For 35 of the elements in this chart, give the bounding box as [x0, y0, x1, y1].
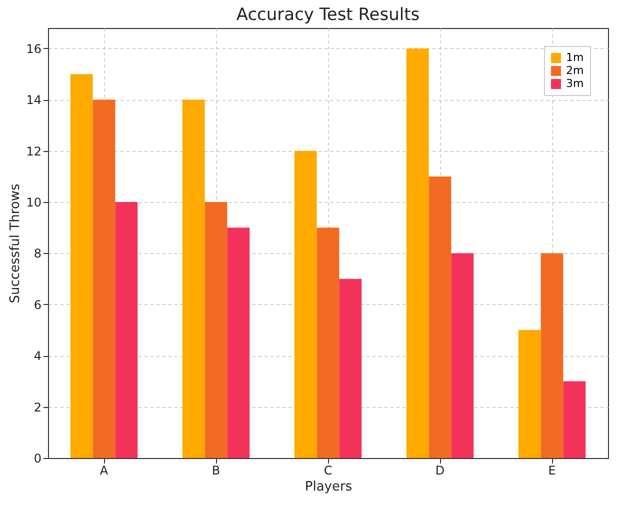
x-tick-label: E [548, 464, 556, 478]
bar [92, 100, 116, 458]
chart-title: Accuracy Test Results [236, 5, 420, 25]
y-tick-label: 8 [34, 246, 42, 261]
bar [227, 228, 250, 458]
bar [451, 253, 474, 458]
bar [563, 381, 586, 458]
x-tick-label: A [100, 464, 109, 478]
x-axis-title: Players [304, 480, 352, 494]
bar [339, 278, 362, 458]
y-tick-label: 0 [34, 452, 42, 466]
bar [316, 228, 340, 458]
bar [182, 100, 205, 458]
bar [204, 202, 228, 458]
y-tick-label: 10 [26, 196, 42, 210]
x-tick-label: B [212, 464, 220, 478]
x-tick-label: C [324, 464, 332, 478]
legend-label: 3m [566, 77, 584, 90]
y-tick-label: 14 [26, 93, 42, 108]
bar [540, 253, 564, 458]
bar [406, 48, 429, 458]
bar [428, 176, 452, 458]
legend-label: 2m [566, 64, 584, 77]
bar [70, 74, 93, 458]
x-tick-label: D [435, 464, 445, 478]
legend-label: 1m [566, 51, 584, 64]
bar [115, 202, 138, 458]
y-tick-label: 2 [34, 400, 42, 414]
y-tick-label: 4 [34, 349, 42, 364]
y-tick-label: 6 [34, 298, 42, 312]
bar [294, 150, 317, 458]
y-tick-label: 12 [26, 144, 42, 158]
y-axis-title: Successful Throws [8, 184, 24, 304]
bar [518, 330, 541, 458]
y-tick-label: 16 [26, 42, 42, 56]
